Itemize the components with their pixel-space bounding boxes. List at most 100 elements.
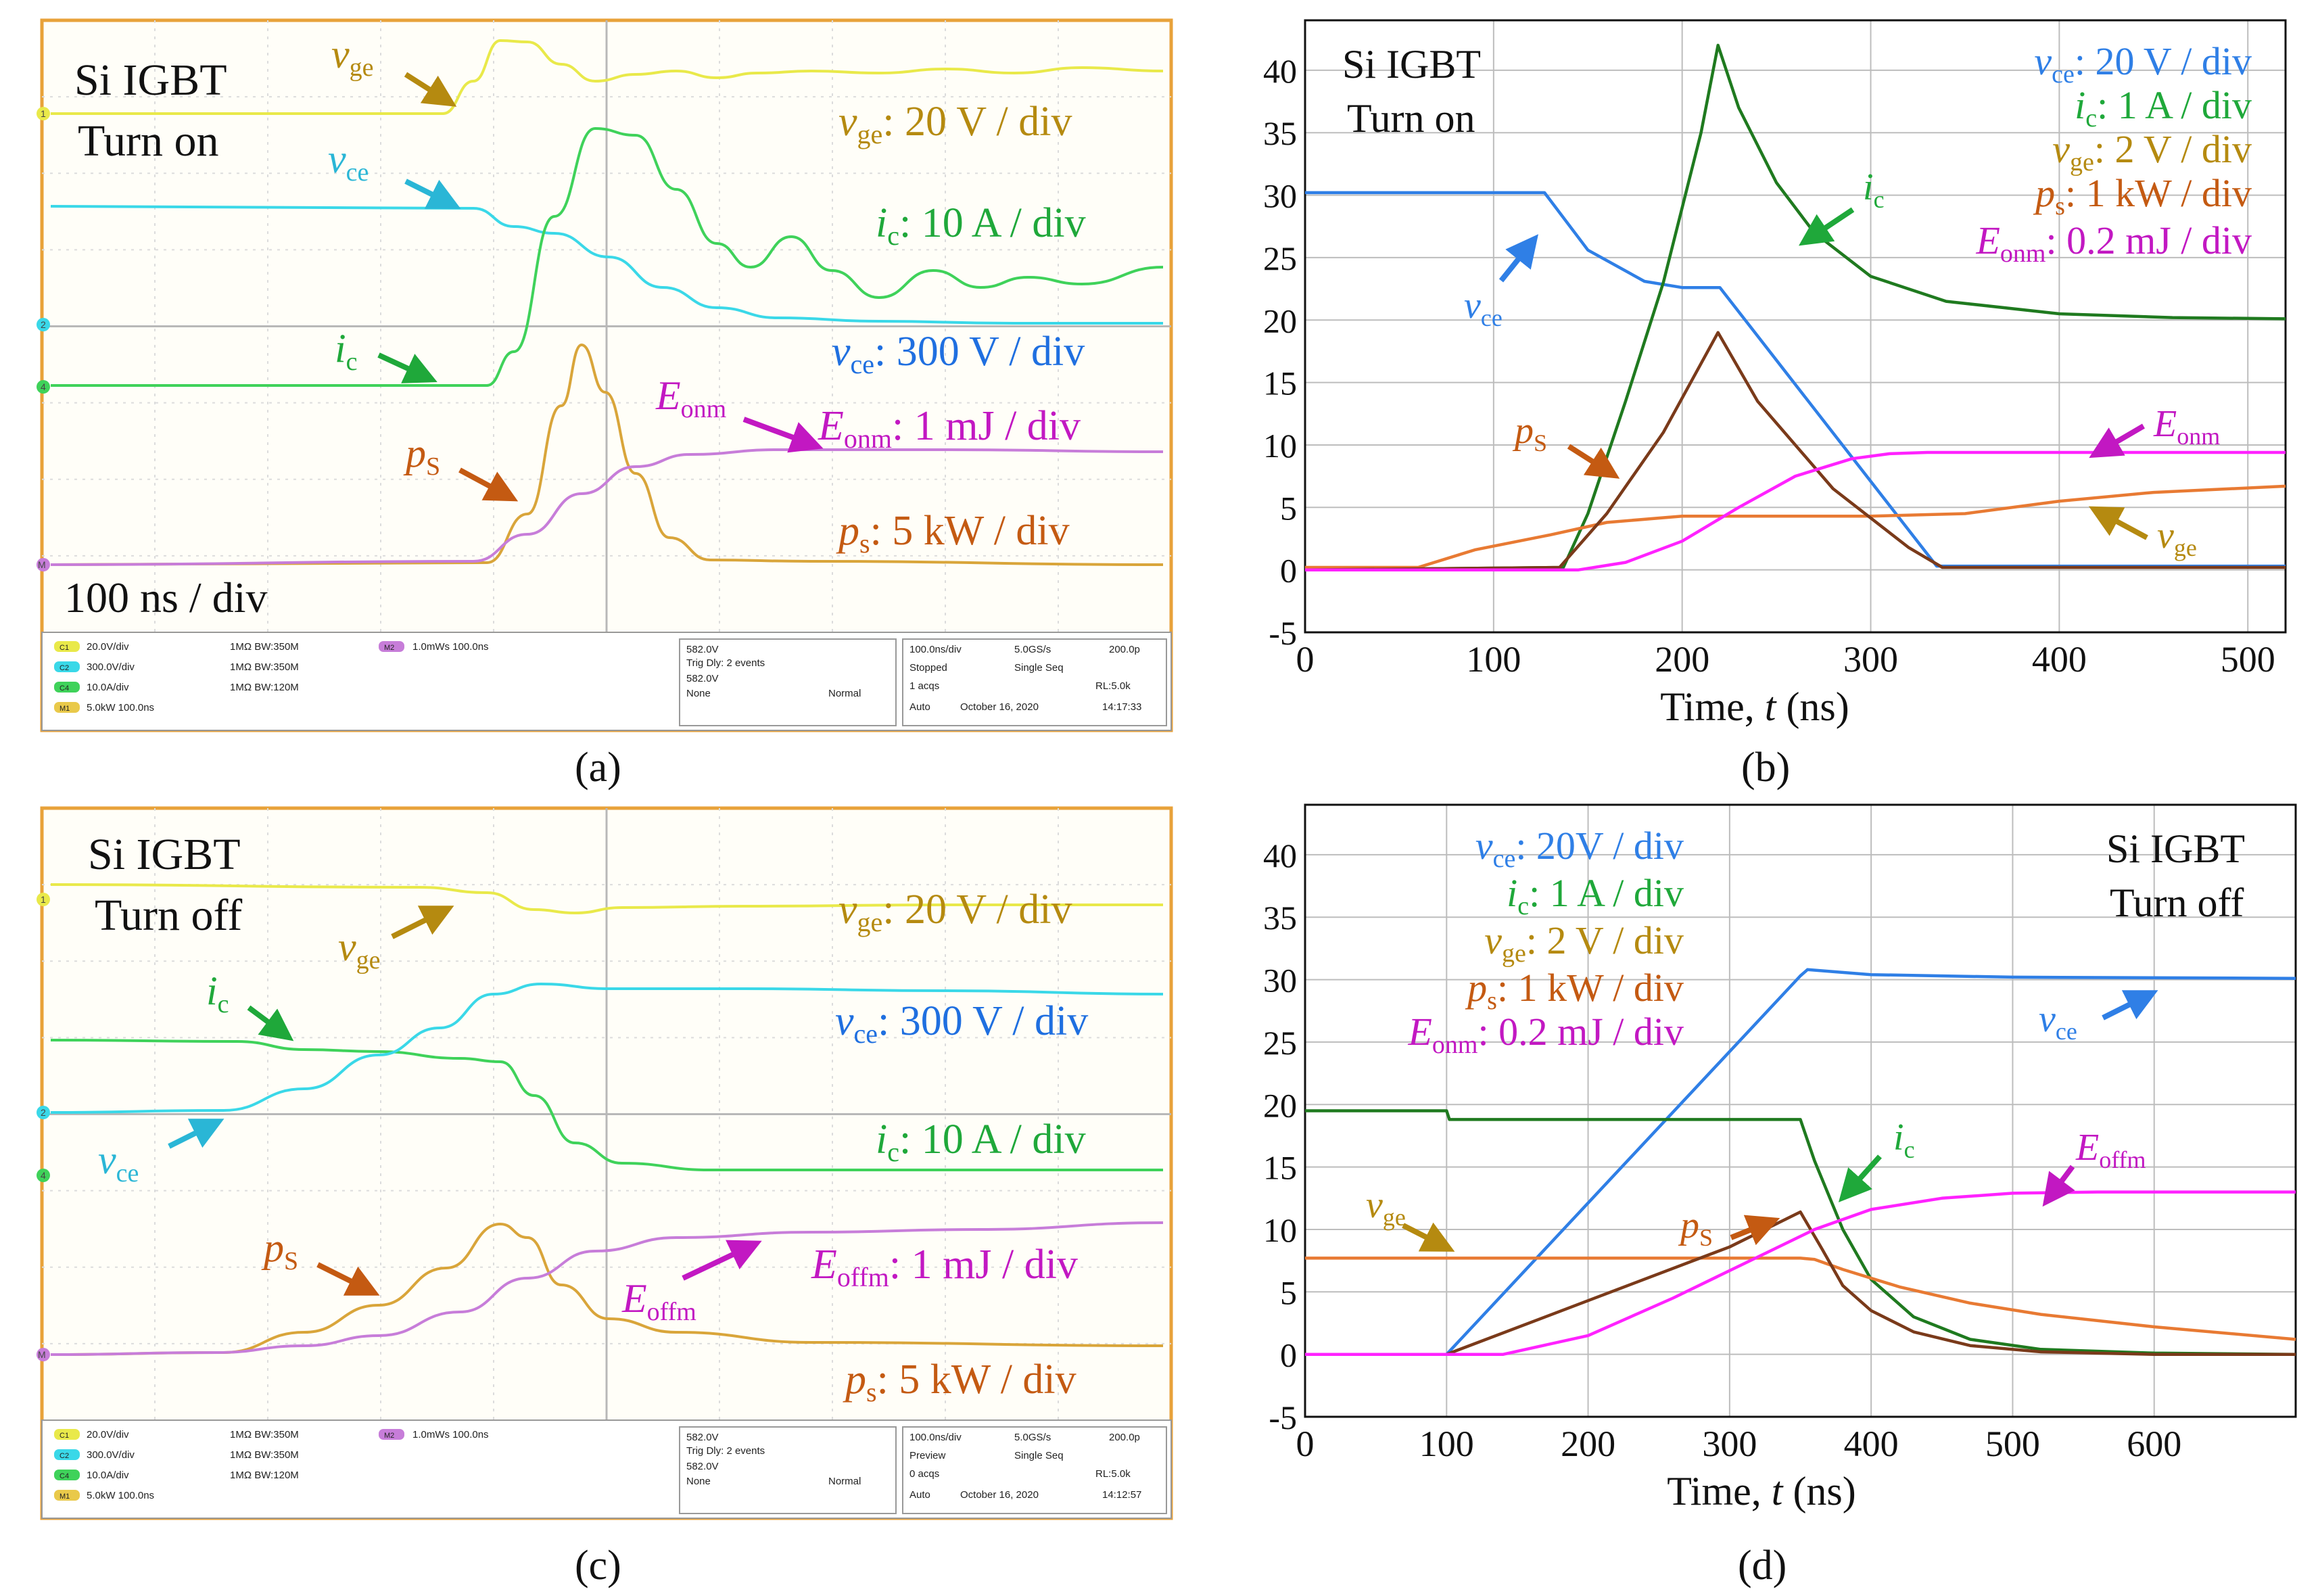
svg-text:C1: C1: [60, 644, 69, 652]
panel-b-annotations: ic vce pS Eonm vge: [1464, 166, 2220, 561]
svg-text:RL:5.0k: RL:5.0k: [1095, 1468, 1131, 1480]
scope-trace-ic: [51, 126, 1164, 388]
panel-b-title-line2: Turn on: [1347, 96, 1475, 141]
y-tick-label: -5: [1269, 1399, 1297, 1436]
svg-text:Normal: Normal: [828, 688, 861, 699]
svg-text:1MΩ BW:120M: 1MΩ BW:120M: [230, 1470, 299, 1481]
svg-text:20.0V/div: 20.0V/div: [87, 641, 129, 653]
svg-text:1.0mWs 100.0ns: 1.0mWs 100.0ns: [412, 1429, 489, 1440]
svg-text:200.0p: 200.0p: [1109, 644, 1140, 655]
svg-text:None: None: [686, 1476, 711, 1487]
panel-c-annotations: vge ic vce pS Eoffm: [98, 906, 762, 1326]
x-tick-label: 300: [1702, 1424, 1757, 1464]
svg-text:C2: C2: [60, 1452, 69, 1460]
svg-text:ic: 10 A / div: ic: 10 A / div: [876, 1117, 1086, 1167]
svg-text:ic: 10 A / div: ic: 10 A / div: [876, 200, 1086, 251]
scope-trace-ic: [50, 1039, 1163, 1172]
panel-b-xlabel: Time, t (ns): [1660, 684, 1849, 729]
svg-text:Auto: Auto: [909, 1489, 930, 1501]
scope-trace-ps: [50, 343, 1164, 566]
svg-text:Eoffm: Eoffm: [2075, 1127, 2146, 1173]
panel-b-legend: vce: 20 V / div ic: 1 A / div vge: 2 V /…: [1975, 39, 2252, 268]
x-tick-label: 0: [1296, 1424, 1315, 1464]
svg-text:100.0ns/div: 100.0ns/div: [909, 644, 962, 655]
scope-a-status-bar: C1 C2 C4 M1 20.0V/div 300.0V/div 10.0A/d…: [41, 632, 1172, 731]
svg-text:vce: 300 V / div: vce: 300 V / div: [835, 998, 1088, 1049]
svg-text:5.0kW 100.0ns: 5.0kW 100.0ns: [87, 702, 154, 713]
svg-text:582.0V: 582.0V: [686, 673, 719, 684]
panel-a-title-line1: Si IGBT: [74, 55, 227, 105]
series-vge-line: [1305, 1257, 2296, 1341]
y-tick-label: 5: [1280, 1273, 1297, 1311]
svg-text:10.0A/div: 10.0A/div: [87, 682, 129, 693]
y-tick-label: 40: [1263, 837, 1297, 874]
y-tick-label: 20: [1263, 1086, 1297, 1124]
svg-text:Eoffm: 1 mJ / div: Eoffm: 1 mJ / div: [811, 1242, 1078, 1292]
svg-text:pS: pS: [403, 431, 440, 481]
svg-text:0 acqs: 0 acqs: [909, 1468, 939, 1480]
y-tick-label: 40: [1263, 52, 1297, 90]
svg-text:10.0A/div: 10.0A/div: [87, 1470, 129, 1481]
svg-text:300.0V/div: 300.0V/div: [87, 1449, 135, 1461]
svg-text:ic: ic: [335, 326, 358, 376]
svg-text:vge: 2 V / div: vge: 2 V / div: [2052, 127, 2252, 177]
svg-text:ic: 1 A / div: ic: 1 A / div: [1507, 871, 1684, 920]
svg-text:vce: vce: [328, 137, 369, 187]
svg-text:C4: C4: [60, 684, 69, 693]
svg-text:vce: 20V / div: vce: 20V / div: [1475, 824, 1684, 873]
svg-text:2: 2: [41, 1107, 46, 1118]
svg-text:M: M: [38, 1349, 46, 1360]
scope-a-traces: [50, 39, 1164, 566]
svg-text:300.0V/div: 300.0V/div: [87, 661, 135, 673]
svg-text:1MΩ BW:350M: 1MΩ BW:350M: [230, 661, 299, 673]
y-tick-label: 15: [1263, 1149, 1297, 1187]
plot-area: [1304, 803, 2297, 1418]
svg-text:RL:5.0k: RL:5.0k: [1095, 680, 1131, 692]
svg-text:582.0V: 582.0V: [686, 644, 719, 655]
svg-text:ic: ic: [1893, 1117, 1915, 1163]
svg-text:582.0V: 582.0V: [686, 1461, 719, 1472]
svg-text:ic: ic: [1863, 166, 1885, 213]
y-tick-label: 0: [1280, 552, 1297, 590]
series-ic-line: [1305, 1109, 2296, 1356]
svg-text:vge: 20 V / div: vge: 20 V / div: [838, 887, 1072, 937]
x-tick-label: 200: [1655, 639, 1709, 680]
scope-trace-vge: [50, 883, 1163, 915]
svg-text:1 acqs: 1 acqs: [909, 680, 939, 692]
svg-text:Single Seq: Single Seq: [1014, 662, 1064, 674]
svg-text:4: 4: [41, 381, 46, 392]
series-Eoffm-line: [1305, 1190, 2296, 1356]
svg-text:5.0GS/s: 5.0GS/s: [1014, 1432, 1051, 1443]
panel-a-scale-labels: vge: 20 V / div ic: 10 A / div vce: 300 …: [818, 99, 1086, 559]
x-tick-label: 400: [1844, 1424, 1899, 1464]
svg-text:C2: C2: [60, 664, 69, 672]
scope-trace-E: [50, 1221, 1164, 1356]
svg-text:Eonm: 0.2 mJ / div: Eonm: 0.2 mJ / div: [1975, 218, 2252, 268]
svg-text:pS: pS: [261, 1225, 298, 1275]
panel-d-xlabel: Time, t (ns): [1667, 1469, 1856, 1513]
svg-text:vge: 2 V / div: vge: 2 V / div: [1484, 918, 1684, 968]
panel-d-title-line2: Turn off: [2110, 881, 2244, 925]
panel-a-annotations: vge vce ic pS Eonm: [328, 32, 824, 502]
svg-text:ps: 5 kW / div: ps: 5 kW / div: [836, 508, 1070, 559]
svg-text:ps: 5 kW / div: ps: 5 kW / div: [843, 1357, 1077, 1407]
y-tick-label: -5: [1269, 614, 1297, 652]
x-tick-label: 0: [1296, 639, 1315, 680]
scope-c-channel-markers: 1 2 4 M: [37, 893, 50, 1361]
panel-c-caption: (c): [575, 1543, 621, 1589]
svg-text:vce: vce: [2039, 998, 2077, 1045]
svg-text:20.0V/div: 20.0V/div: [87, 1429, 129, 1440]
svg-text:None: None: [686, 688, 711, 699]
y-tick-label: 25: [1263, 1024, 1297, 1062]
svg-text:ps: 1 kW / div: ps: 1 kW / div: [2033, 171, 2252, 220]
svg-text:1MΩ BW:350M: 1MΩ BW:350M: [230, 1429, 299, 1440]
svg-text:14:17:33: 14:17:33: [1102, 701, 1141, 713]
svg-text:M: M: [38, 559, 46, 570]
svg-text:C4: C4: [60, 1472, 69, 1480]
panel-b-title-line1: Si IGBT: [1342, 42, 1481, 87]
svg-text:pS: pS: [1512, 410, 1547, 456]
panel-c-oscilloscope: 1 2 4 M Si IGBT Turn off vge: 20 V / div…: [37, 806, 1173, 1589]
y-tick-label: 15: [1263, 365, 1297, 402]
y-tick-label: 30: [1263, 177, 1297, 215]
